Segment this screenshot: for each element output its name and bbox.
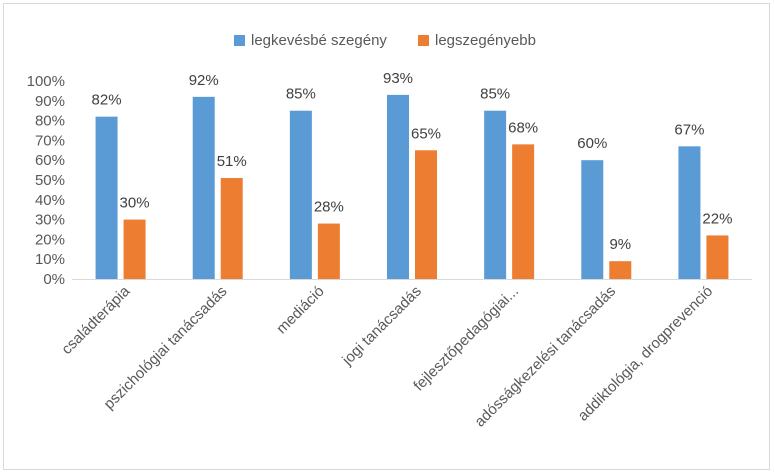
category-label: családterápia	[58, 282, 134, 358]
y-tick-label: 30%	[35, 212, 65, 229]
data-label: 30%	[120, 195, 150, 212]
bar-legkevesbe-szegeny	[95, 116, 118, 279]
bar-legszegenyebb	[123, 219, 146, 279]
y-tick-label: 20%	[35, 231, 65, 248]
data-label: 93%	[383, 70, 413, 87]
y-tick-label: 70%	[35, 132, 65, 149]
data-label: 85%	[286, 86, 316, 103]
data-label: 68%	[508, 119, 538, 136]
category-label: jogi tanácsadás	[338, 283, 424, 369]
bar-legkevesbe-szegeny	[289, 110, 312, 279]
bar-legkevesbe-szegeny	[484, 110, 507, 279]
legend-swatch-1	[418, 35, 429, 46]
data-label: 85%	[480, 86, 510, 103]
bar-legkevesbe-szegeny	[192, 96, 215, 279]
bar-legszegenyebb	[609, 261, 632, 279]
bar-legszegenyebb	[317, 223, 340, 279]
y-tick-label: 100%	[27, 73, 65, 90]
legend-label-0: legkevésbé szegény	[251, 32, 387, 49]
bars	[95, 94, 729, 279]
legend-swatch-0	[234, 35, 245, 46]
y-axis: 0% 10% 20% 30% 40% 50% 60% 70% 80% 90% 100%	[27, 73, 65, 288]
bar-legszegenyebb	[220, 178, 243, 279]
bar-legkevesbe-szegeny	[678, 146, 701, 279]
bar-legszegenyebb	[706, 235, 729, 279]
y-tick-label: 40%	[35, 192, 65, 209]
y-tick-label: 50%	[35, 172, 65, 189]
data-label: 28%	[314, 199, 344, 216]
data-label: 82%	[92, 92, 122, 109]
category-label: fejlesztőpedagógiai...	[410, 283, 522, 395]
data-label: 65%	[411, 125, 441, 142]
y-tick-label: 0%	[43, 271, 65, 288]
bar-legszegenyebb	[512, 144, 535, 279]
y-tick-label: 10%	[35, 251, 65, 268]
data-label: 22%	[702, 210, 732, 227]
data-labels: 82% 30% 92% 51% 85% 28% 93% 65% 85% 68% 60% 9% 67% 22…	[92, 70, 733, 253]
legend-label-1: legszegényebb	[435, 32, 536, 49]
bar-legszegenyebb	[415, 150, 437, 279]
data-label: 92%	[189, 72, 219, 89]
y-tick-label: 80%	[35, 113, 65, 130]
data-label: 9%	[609, 236, 631, 253]
bar-legkevesbe-szegeny	[387, 94, 409, 279]
data-label: 60%	[577, 135, 607, 152]
data-label: 51%	[217, 153, 247, 170]
data-label: 67%	[674, 121, 704, 138]
category-label: mediáció	[273, 283, 327, 337]
y-tick-label: 90%	[35, 93, 65, 110]
legend: legkevésbé szegény legszegényebb	[234, 32, 536, 49]
bar-legkevesbe-szegeny	[581, 160, 604, 279]
y-tick-label: 60%	[35, 152, 65, 169]
